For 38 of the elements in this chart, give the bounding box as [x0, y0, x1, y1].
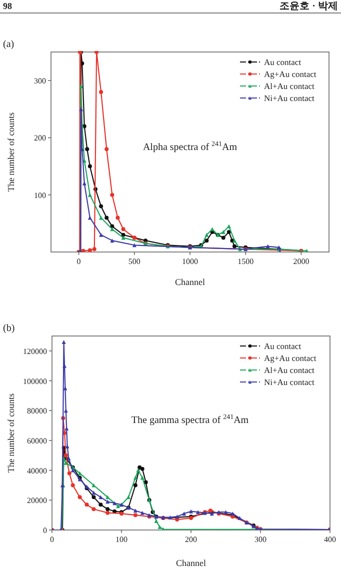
x-axis-title: Channel	[176, 558, 206, 568]
y-tick-label: 100000	[23, 376, 47, 386]
legend-label: Ag+Au contact	[264, 69, 317, 79]
legend-label: Al+Au contact	[264, 365, 315, 375]
x-tick-label: 200	[185, 535, 197, 544]
y-axis-title: The number of counts	[6, 112, 16, 192]
annotation: The gamma spectra of $^{241}$Am	[131, 413, 249, 426]
text: (a)	[3, 39, 14, 50]
text: (b)	[3, 323, 15, 334]
y-tick-label: 300	[34, 76, 46, 86]
text: 조윤호 · 박제	[280, 1, 338, 12]
legend-label: Al+Au contact	[264, 81, 315, 91]
legend-label: Ni+Au contact	[264, 377, 315, 387]
text: 98	[3, 1, 12, 11]
y-tick-label: 40000	[27, 466, 47, 476]
legend-label: Au contact	[264, 57, 302, 67]
legend-label: Ni+Au contact	[264, 93, 315, 103]
legend-label: Ag+Au contact	[264, 353, 317, 363]
y-tick-label: 0	[43, 526, 47, 535]
y-tick-label: 60000	[27, 436, 47, 446]
x-tick-label: 1000	[182, 257, 198, 266]
annotation: Alpha spectra of $^{241}$Am	[142, 140, 238, 153]
x-tick-label: 100	[116, 535, 128, 544]
y-tick-label: 20000	[27, 496, 47, 506]
x-tick-label: 0	[50, 535, 54, 544]
y-tick-label: 100	[34, 190, 46, 200]
y-tick-label: 120000	[23, 346, 47, 356]
legend-label: Au contact	[264, 341, 302, 351]
x-tick-label: 300	[254, 535, 266, 544]
x-tick-label: 500	[128, 257, 140, 266]
x-tick-label: 1500	[238, 257, 254, 266]
x-tick-label: 0	[76, 257, 81, 266]
y-tick-label: 80000	[27, 406, 47, 416]
y-axis-title: The number of counts	[6, 392, 16, 473]
x-tick-label: 2000	[293, 257, 310, 266]
y-tick-label: 200	[34, 134, 46, 143]
x-axis-title: Channel	[175, 277, 206, 287]
x-tick-label: 400	[324, 535, 336, 544]
